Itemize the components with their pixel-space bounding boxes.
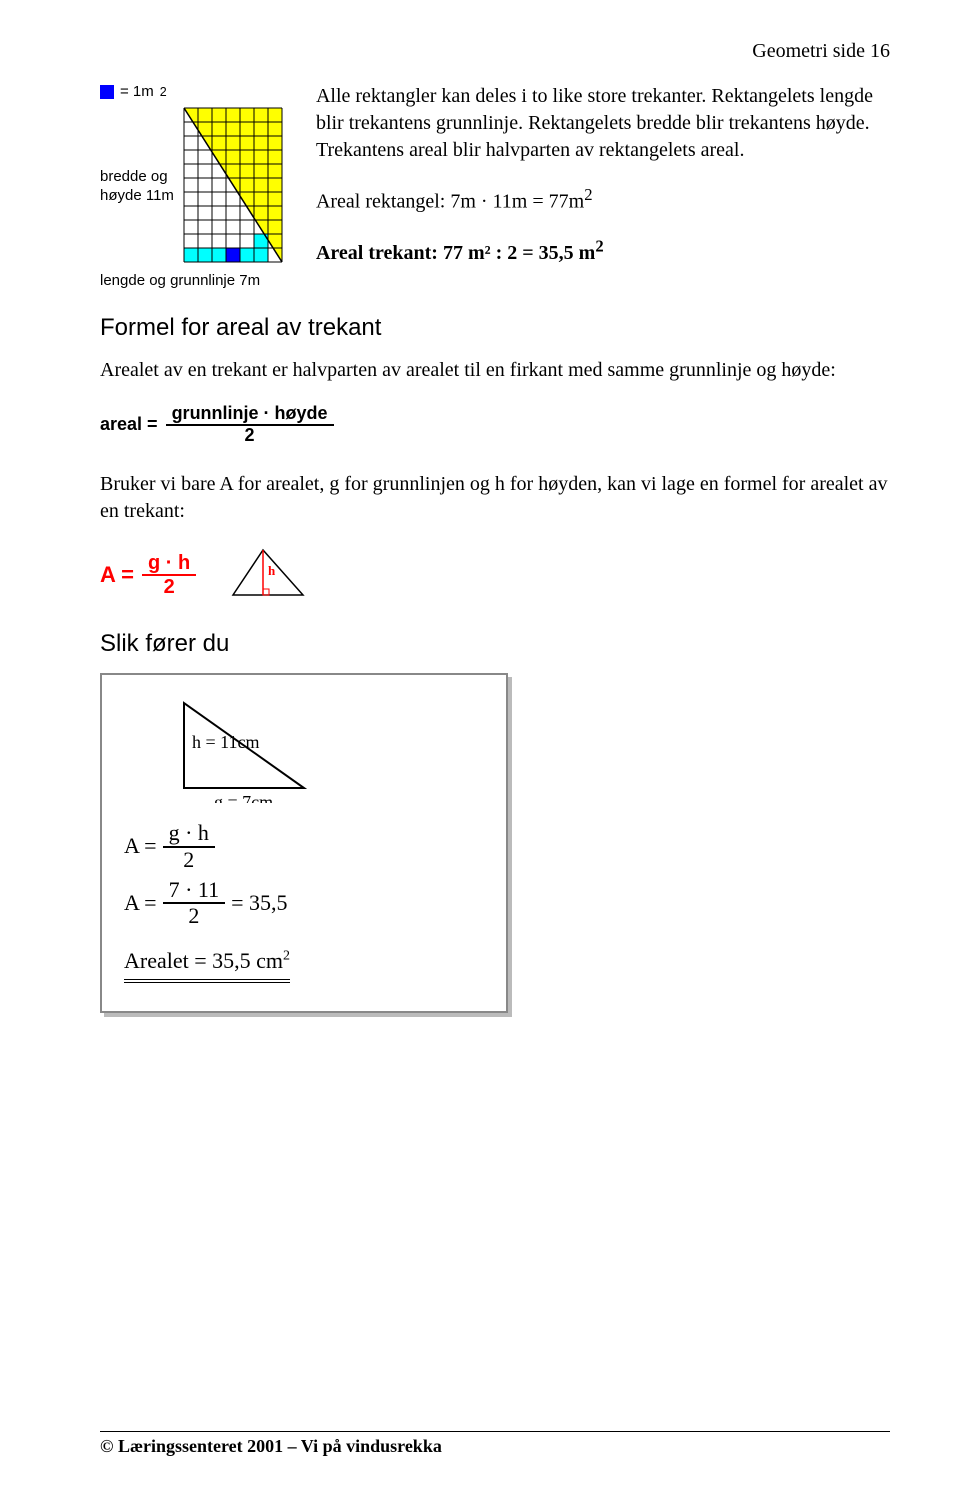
formula-A: A = g · h 2 h g [100,545,890,605]
grid-wrap: bredde og høyde 11m [100,106,286,266]
p2b-text: Areal trekant: 77 m² : 2 = 35,5 m [316,242,595,264]
legend-exp: 2 [160,85,167,99]
formula-areal-den: 2 [239,426,261,446]
page-footer: © Læringssenteret 2001 – Vi på vindusrek… [100,1431,890,1457]
blue-square-icon [100,85,114,99]
legend-text: = 1m [120,83,154,100]
page-title: Geometri side 16 [752,40,890,62]
footer-text: © Læringssenteret 2001 – Vi på vindusrek… [100,1436,442,1456]
worked-line1: A = g · h 2 [124,821,484,871]
w2-lhs: A = [124,888,157,919]
section2-p: Bruker vi bare A for arealet, g for grun… [100,471,890,525]
p2b-exp: 2 [595,237,603,256]
grid-svg [182,106,286,266]
figure-triangle-in-grid: = 1m 2 bredde og høyde 11m [100,83,286,289]
p2a-text: Areal rektangel: 7m · 11m = 77m [316,191,584,213]
grid-left-label: bredde og høyde 11m [100,167,174,206]
worked-triangle: h = 11cm g = 7cm [174,693,484,812]
section1-p: Arealet av en trekant er halvparten av a… [100,357,890,384]
page-header: Geometri side 16 [100,40,890,63]
w3-exp: 2 [283,949,290,964]
left-label-2: høyde 11m [100,187,174,204]
intro-p2b: Areal trekant: 77 m² : 2 = 35,5 m2 [316,236,890,268]
formula-areal-line: areal = grunnlinje · høyde 2 [100,404,890,446]
w3-main: Arealet = 35,5 cm [124,948,283,973]
section2-p-text: Bruker vi bare A for arealet, g for grun… [100,471,890,525]
section1-heading: Formel for areal av trekant [100,314,890,342]
formula-areal: areal = grunnlinje · høyde 2 [100,404,890,446]
tri-h-label: h [268,563,276,578]
w1-num: g · h [163,821,215,847]
formula-A-den: 2 [158,576,181,598]
intro-p1: Alle rektangler kan deles i to like stor… [316,83,890,164]
w3-text: Arealet = 35,5 cm2 [124,946,290,983]
triangle-diagram-icon: h g [228,545,308,605]
top-row: = 1m 2 bredde og høyde 11m [100,83,890,289]
formula-A-num: g · h [142,552,196,576]
left-label-1: bredde og [100,168,168,185]
worked-example-box: h = 11cm g = 7cm A = g · h 2 A = 7 · 11 … [100,673,508,1013]
formula-A-lhs: A = [100,562,134,588]
grid-bottom-label: lengde og grunnlinje 7m [100,272,286,289]
intro-text: Alle rektangler kan deles i to like stor… [316,83,890,289]
intro-p2a: Areal rektangel: 7m · 11m = 77m2 [316,184,890,216]
w2-den: 2 [182,904,205,928]
w1-den: 2 [177,848,200,872]
formula-A-frac: g · h 2 [142,552,196,598]
formula-areal-frac: grunnlinje · høyde 2 [166,404,334,446]
p2a-exp: 2 [584,185,592,204]
formula-areal-num: grunnlinje · høyde [166,404,334,426]
formula-A-line: A = g · h 2 [100,552,196,598]
legend: = 1m 2 [100,83,286,100]
formula-areal-lhs: areal = [100,414,158,435]
page: Geometri side 16 = 1m 2 bredde og høyde 1… [0,0,960,1487]
w2-num: 7 · 11 [163,878,226,904]
w2-frac: 7 · 11 2 [163,878,226,928]
worked-tri-h: h = 11cm [192,732,259,752]
section3-heading: Slik fører du [100,630,890,658]
tri-g-label: g [259,597,266,600]
w2-rhs: = 35,5 [231,888,287,919]
section1-p-text: Arealet av en trekant er halvparten av a… [100,357,890,384]
worked-tri-g: g = 7cm [214,792,273,803]
worked-line3: Arealet = 35,5 cm2 [124,946,484,983]
w1-frac: g · h 2 [163,821,215,871]
worked-line2: A = 7 · 11 2 = 35,5 [124,878,484,928]
w1-lhs: A = [124,831,157,862]
